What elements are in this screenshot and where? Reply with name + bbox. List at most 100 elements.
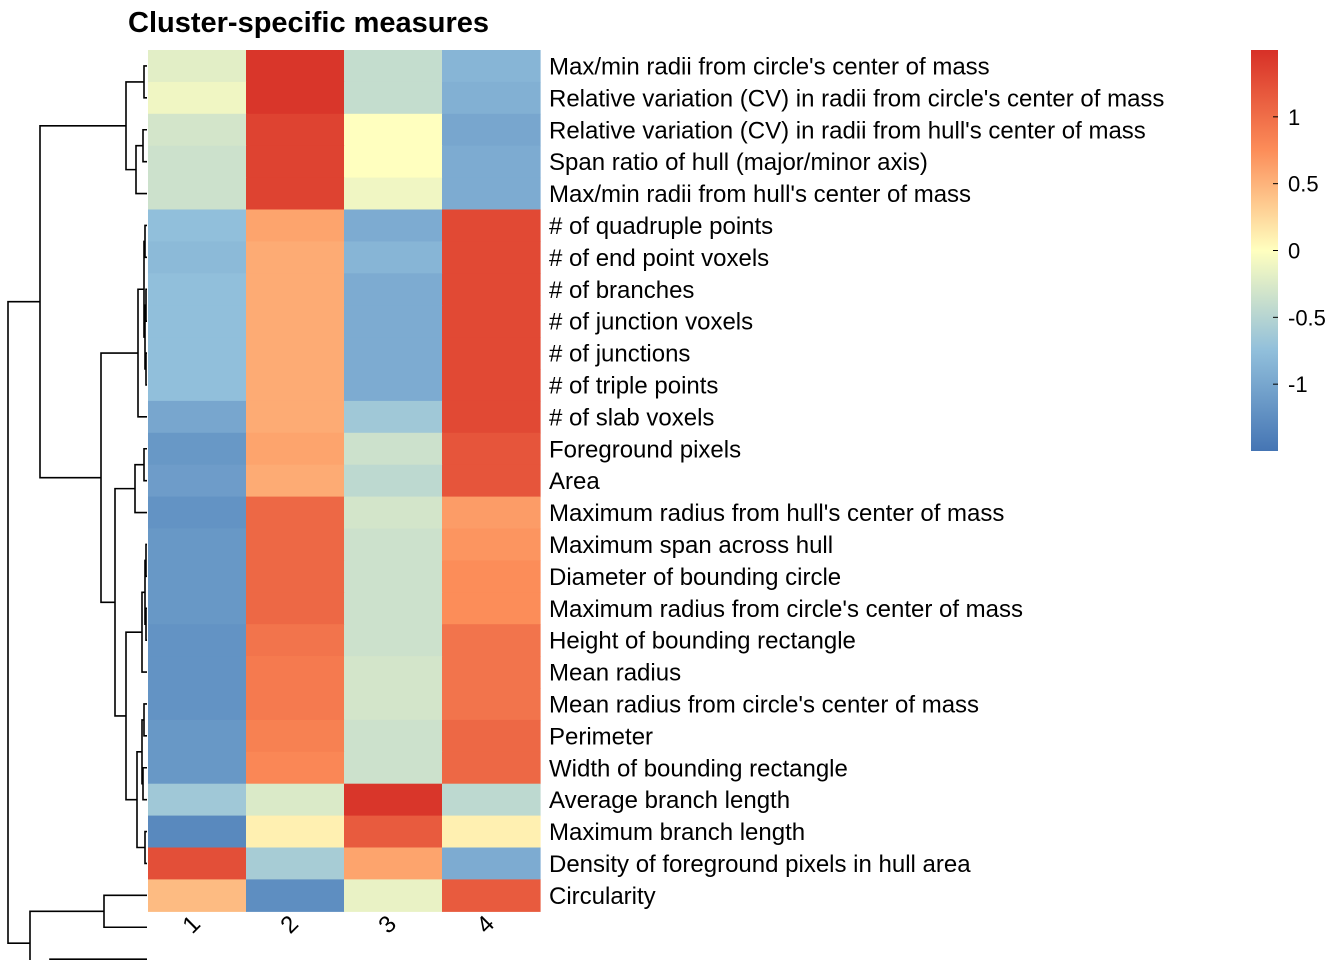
dendrogram-branch — [29, 910, 104, 960]
heatmap-cell — [442, 624, 541, 657]
heatmap-cell — [246, 719, 345, 753]
heatmap-cell — [442, 751, 541, 785]
row-label: Max/min radii from hull's center of mass — [549, 181, 971, 208]
heatmap-cell — [344, 369, 443, 402]
heatmap-cell — [246, 400, 345, 434]
heatmap-cell — [148, 369, 247, 402]
heatmap-cell — [442, 432, 541, 466]
heatmap-cell — [246, 241, 345, 274]
heatmap-cell — [246, 113, 345, 147]
heatmap-cell — [344, 751, 443, 785]
row-label: Height of bounding rectangle — [549, 628, 856, 655]
heatmap-cell — [344, 815, 443, 849]
row-label: Maximum span across hull — [549, 532, 833, 559]
heatmap-cell — [344, 209, 443, 242]
column-label: 4 — [471, 910, 500, 939]
heatmap-cell — [148, 719, 247, 753]
heatmap-cell — [246, 209, 345, 242]
heatmap-cell — [148, 305, 247, 338]
heatmap-cell — [148, 432, 247, 466]
row-label: Maximum radius from hull's center of mas… — [549, 500, 1004, 527]
legend-tick-label: 1 — [1288, 105, 1300, 130]
heatmap-cell — [442, 847, 541, 880]
heatmap-cell — [246, 177, 345, 211]
heatmap-cell — [246, 751, 345, 785]
dendrogram-branch — [100, 352, 138, 604]
chart-title: Cluster-specific measures — [128, 7, 489, 39]
dendrogram-branch — [144, 224, 147, 259]
heatmap-cell — [246, 273, 345, 306]
heatmap-cell — [442, 688, 541, 721]
heatmap-cell — [148, 656, 247, 689]
heatmap-cell — [148, 688, 247, 721]
heatmap-cell — [246, 50, 345, 83]
row-label: # of end point voxels — [549, 245, 769, 272]
heatmap-cell — [246, 656, 345, 689]
row-label: Mean radius from circle's center of mass — [549, 691, 979, 718]
legend-tick-label: 0.5 — [1288, 172, 1319, 197]
heatmap-cell — [148, 337, 247, 370]
heatmap-cell — [442, 464, 541, 498]
heatmap-cell — [148, 464, 247, 498]
heatmap-cell — [148, 592, 247, 625]
heatmap-cell — [246, 432, 345, 466]
dendrogram-branch — [145, 352, 147, 386]
heatmap-cell — [344, 719, 443, 753]
heatmap-cell — [148, 241, 247, 274]
heatmap-cell — [246, 815, 345, 849]
heatmap-cell — [246, 305, 345, 338]
heatmap-cell — [442, 50, 541, 83]
dendrogram-branch — [125, 81, 144, 171]
column-label: 2 — [275, 910, 304, 939]
row-label: # of slab voxels — [549, 404, 714, 431]
dendrogram-branch — [145, 607, 147, 641]
row-label: Relative variation (CV) in radii from ci… — [549, 85, 1164, 112]
heatmap-cell — [442, 209, 541, 242]
heatmap-cell — [442, 879, 541, 912]
heatmap-cell — [246, 337, 345, 370]
heatmap-cell — [442, 81, 541, 115]
heatmap-cell — [344, 560, 443, 593]
dendrogram-branch — [142, 766, 147, 801]
dendrogram-branch — [39, 124, 126, 479]
row-label: Mean radius — [549, 660, 681, 687]
heatmap-cell — [442, 145, 541, 179]
row-dendrogram — [7, 65, 147, 960]
heatmap-cell — [148, 81, 247, 115]
heatmap-cell — [344, 177, 443, 211]
heatmap-cell — [246, 369, 345, 402]
dendrogram-branch — [143, 65, 147, 99]
heatmap-cell — [148, 400, 247, 434]
heatmap-cell — [246, 783, 345, 817]
heatmap-cell — [344, 496, 443, 530]
heatmap-cell — [148, 751, 247, 785]
row-label: Relative variation (CV) in radii from hu… — [549, 117, 1146, 144]
color-legend: 1 0.5 0 -0.5 -1 — [1251, 50, 1326, 451]
heatmap-cell — [442, 592, 541, 625]
heatmap-cells — [148, 50, 541, 912]
heatmap-cell — [442, 783, 541, 817]
dendrogram-branch — [125, 631, 142, 801]
dendrogram-branch — [49, 958, 147, 960]
heatmap-cell — [344, 241, 443, 274]
heatmap-cell — [344, 656, 443, 689]
heatmap-cell — [442, 560, 541, 593]
row-labels: Max/min radii from circle's center of ma… — [549, 53, 1164, 909]
heatmap-cell — [246, 145, 345, 179]
row-label: # of junction voxels — [549, 309, 753, 336]
heatmap-cell — [442, 273, 541, 306]
heatmap-cell — [344, 400, 443, 434]
dendrogram-branch — [103, 894, 147, 929]
heatmap-cell — [442, 815, 541, 849]
heatmap-cell — [442, 369, 541, 402]
column-label: 1 — [177, 910, 206, 939]
row-label: Maximum branch length — [549, 819, 805, 846]
dendrogram-branch — [134, 463, 147, 514]
legend-tick-label: 0 — [1288, 239, 1300, 264]
heatmap-cell — [148, 496, 247, 530]
heatmap-cell — [148, 145, 247, 179]
heatmap-cell — [148, 879, 247, 912]
heatmap-cell — [344, 847, 443, 880]
row-label: # of branches — [549, 277, 694, 304]
dendrogram-branch — [144, 830, 147, 865]
